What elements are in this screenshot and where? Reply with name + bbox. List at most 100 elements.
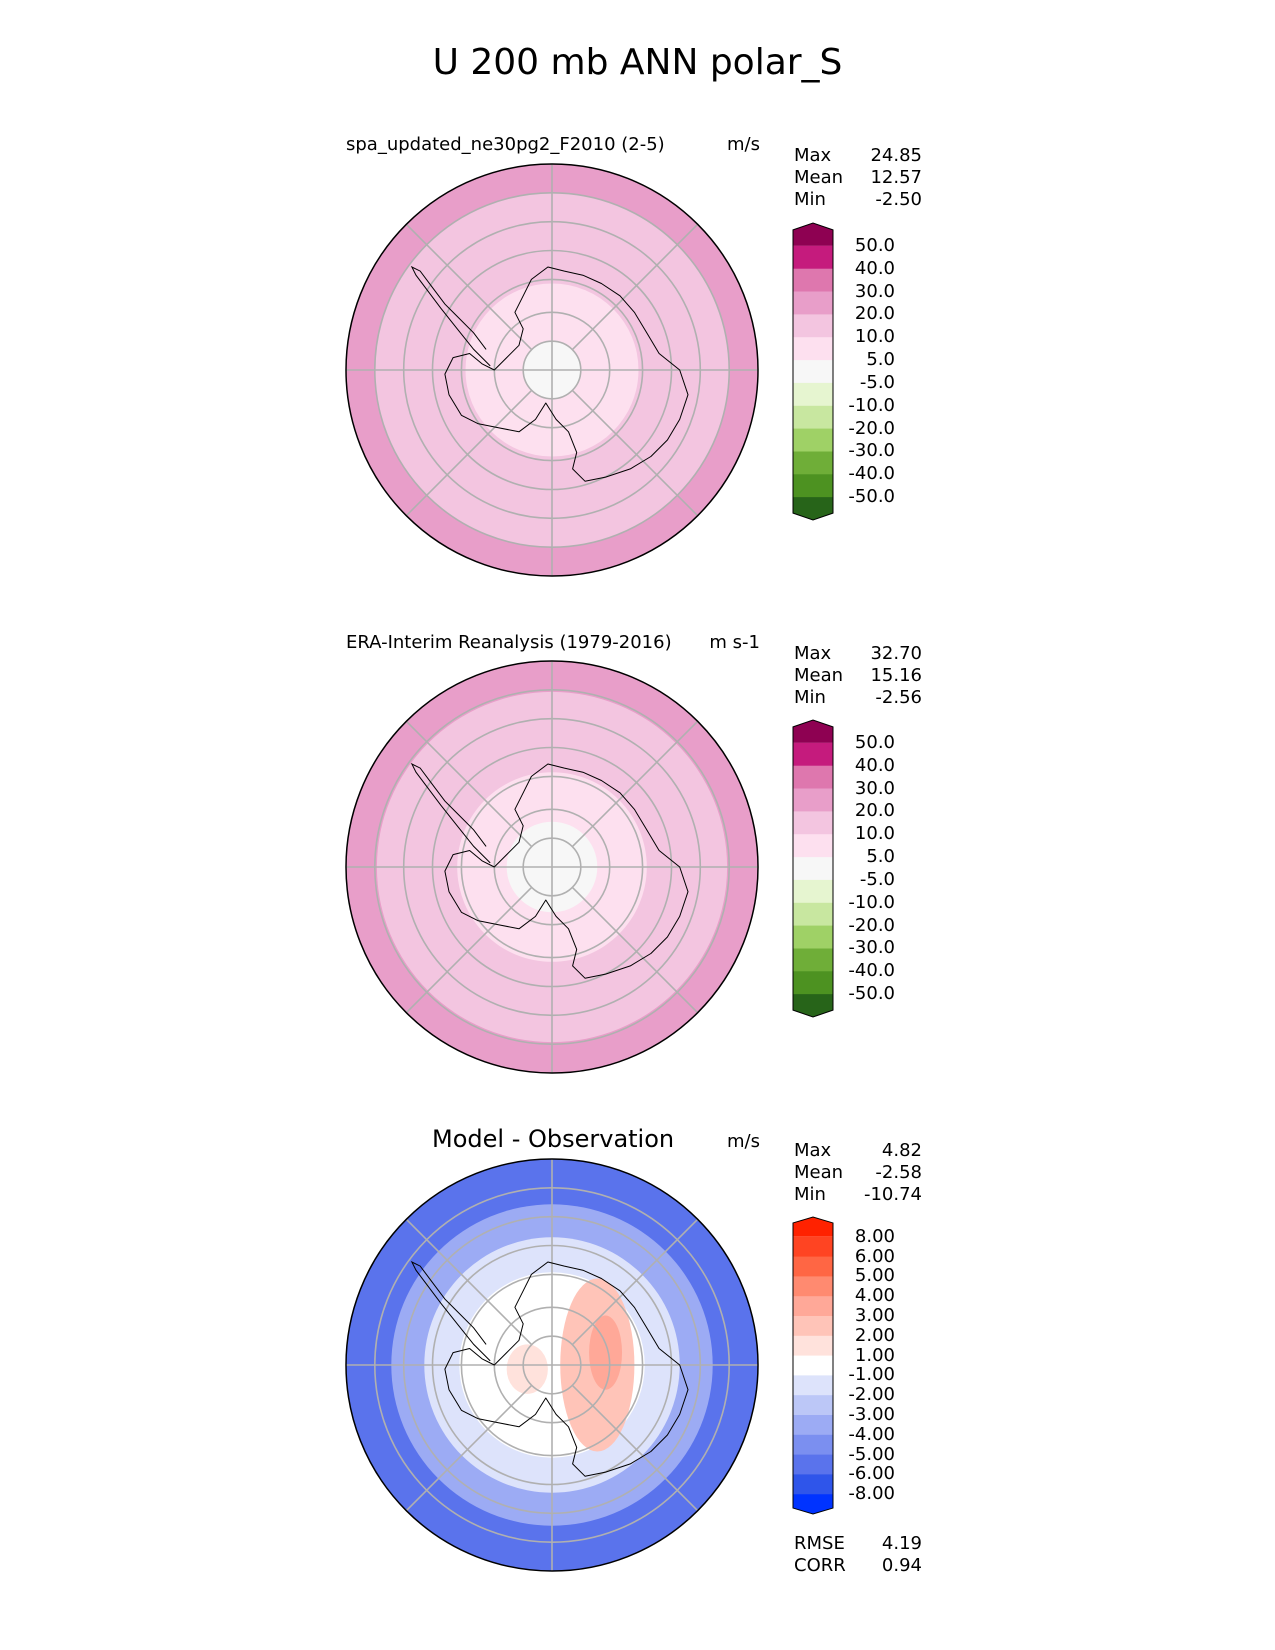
graticule-meridian xyxy=(405,1384,533,1512)
graticule-meridian xyxy=(571,389,699,517)
panel-2-colorbar xyxy=(792,719,834,1018)
colorbar-tick-label: 30.0 xyxy=(854,777,895,799)
colorbar-segment xyxy=(793,1375,833,1396)
graticule-meridian xyxy=(405,886,533,1014)
coastline-antarctica xyxy=(444,763,689,979)
stat-label: Min xyxy=(794,189,826,210)
graticule-meridian xyxy=(571,886,699,1014)
colorbar-segment xyxy=(793,245,833,270)
stat-label: Max xyxy=(794,1140,832,1161)
colorbar-segment xyxy=(793,1236,833,1258)
colorbar-tick-label: -2.00 xyxy=(848,1384,895,1406)
colorbar-segment xyxy=(793,1454,833,1475)
colorbar-tick-label: -6.00 xyxy=(848,1463,895,1485)
panel-3-colorbar xyxy=(792,1216,834,1515)
colorbar-tick-label: 50.0 xyxy=(854,234,895,256)
colorbar-segment xyxy=(793,1256,833,1277)
colorbar-tick-label: -5.0 xyxy=(859,371,895,393)
colorbar-segment xyxy=(793,1415,833,1436)
colorbar-tick-label: -1.00 xyxy=(848,1364,895,1386)
colorbar-segment xyxy=(793,337,833,361)
colorbar-tick-label: 2.00 xyxy=(854,1324,895,1346)
stat-label: RMSE xyxy=(794,1533,845,1554)
panel-3-stat-corr: CORR 0.94 xyxy=(794,1555,922,1577)
colorbar-segment xyxy=(793,857,833,881)
colorbar-segment xyxy=(793,902,833,927)
graticule-meridian xyxy=(405,720,533,848)
stat-label: Mean xyxy=(794,665,844,686)
colorbar-segment xyxy=(793,811,833,835)
stat-value: 32.70 xyxy=(870,643,922,664)
field-blob-west xyxy=(506,1344,548,1394)
coastline-peninsula xyxy=(410,762,491,864)
colorbar-tick-label: -50.0 xyxy=(848,983,895,1005)
colorbar-segment xyxy=(793,788,833,812)
coastline-peninsula xyxy=(410,1260,491,1362)
coastline-antarctica xyxy=(444,1261,689,1477)
colorbar-tick-label: -30.0 xyxy=(848,937,895,959)
colorbar-tick-label: 10.0 xyxy=(854,326,895,348)
graticule-meridian xyxy=(571,223,699,351)
map-frame xyxy=(345,1158,759,1572)
colorbar-tick-label: 6.00 xyxy=(854,1245,895,1267)
colorbar-segment xyxy=(793,971,833,995)
panel-3-stat-max: Max 4.82 xyxy=(794,1140,922,1162)
panel-1-colorbar xyxy=(792,222,834,521)
map-frame xyxy=(345,163,759,577)
colorbar-outline xyxy=(792,719,834,1018)
stat-value: 24.85 xyxy=(870,145,922,166)
field-blob-max xyxy=(589,1315,623,1390)
colorbar-segment xyxy=(793,360,833,384)
map-frame xyxy=(345,660,759,1074)
colorbar-tick-label: -3.00 xyxy=(848,1404,895,1425)
panel-1-stat-max: Max 24.85 xyxy=(794,145,922,167)
graticule-meridian xyxy=(405,389,533,517)
colorbar-segment xyxy=(793,428,833,452)
colorbar-segment xyxy=(793,1296,833,1317)
colorbar-segment xyxy=(793,834,833,858)
graticule-meridian xyxy=(571,1384,699,1512)
stat-label: CORR xyxy=(794,1555,846,1576)
panel-2-map xyxy=(345,660,759,1074)
colorbar-tick-label: -40.0 xyxy=(848,960,895,982)
panel-3-units: m/s xyxy=(727,1131,760,1152)
colorbar-segment xyxy=(793,925,833,949)
colorbar-segment xyxy=(793,1395,833,1416)
colorbar-segment xyxy=(793,1434,833,1456)
panel-1-units: m/s xyxy=(727,134,760,155)
panel-1-title: spa_updated_ne30pg2_F2010 (2-5) xyxy=(346,134,665,155)
stat-label: Min xyxy=(794,687,826,708)
panel-2-title: ERA-Interim Reanalysis (1979-2016) xyxy=(346,632,672,653)
colorbar-tick-label: 50.0 xyxy=(854,731,895,753)
colorbar-segment xyxy=(793,268,833,292)
stat-value: -2.58 xyxy=(875,1162,922,1183)
stat-label: Min xyxy=(794,1184,826,1205)
colorbar-tick-label: 3.00 xyxy=(854,1305,895,1326)
colorbar-segment xyxy=(793,474,833,498)
graticule-meridian xyxy=(571,720,699,848)
colorbar-extend-max xyxy=(793,720,833,743)
colorbar-segment xyxy=(793,948,833,972)
panel-3-title: Model - Observation xyxy=(432,1125,675,1153)
colorbar-tick-label: 1.00 xyxy=(854,1344,895,1366)
colorbar-tick-label: -50.0 xyxy=(848,486,895,508)
colorbar-tick-label: -20.0 xyxy=(848,417,895,439)
colorbar-tick-label: 40.0 xyxy=(854,754,895,776)
stat-value: 15.16 xyxy=(870,665,922,686)
colorbar-extend-max xyxy=(793,1217,833,1237)
figure-title: U 200 mb ANN polar_S xyxy=(432,42,843,83)
colorbar-segment xyxy=(793,1335,833,1357)
colorbar-tick-label: -30.0 xyxy=(848,440,895,462)
colorbar-segment xyxy=(793,405,833,430)
panel-1-stat-mean: Mean 12.57 xyxy=(794,167,922,189)
stat-value: 4.82 xyxy=(881,1140,922,1161)
panel-3-stat-min: Min -10.74 xyxy=(794,1184,922,1206)
stat-label: Mean xyxy=(794,167,844,188)
panel-2-stat-min: Min -2.56 xyxy=(794,687,922,709)
colorbar-segment xyxy=(793,382,833,407)
colorbar-segment xyxy=(793,1355,833,1376)
colorbar-extend-min xyxy=(793,1494,833,1514)
stat-label: Mean xyxy=(794,1162,844,1183)
stat-label: Max xyxy=(794,643,832,664)
colorbar-tick-label: -40.0 xyxy=(848,463,895,485)
